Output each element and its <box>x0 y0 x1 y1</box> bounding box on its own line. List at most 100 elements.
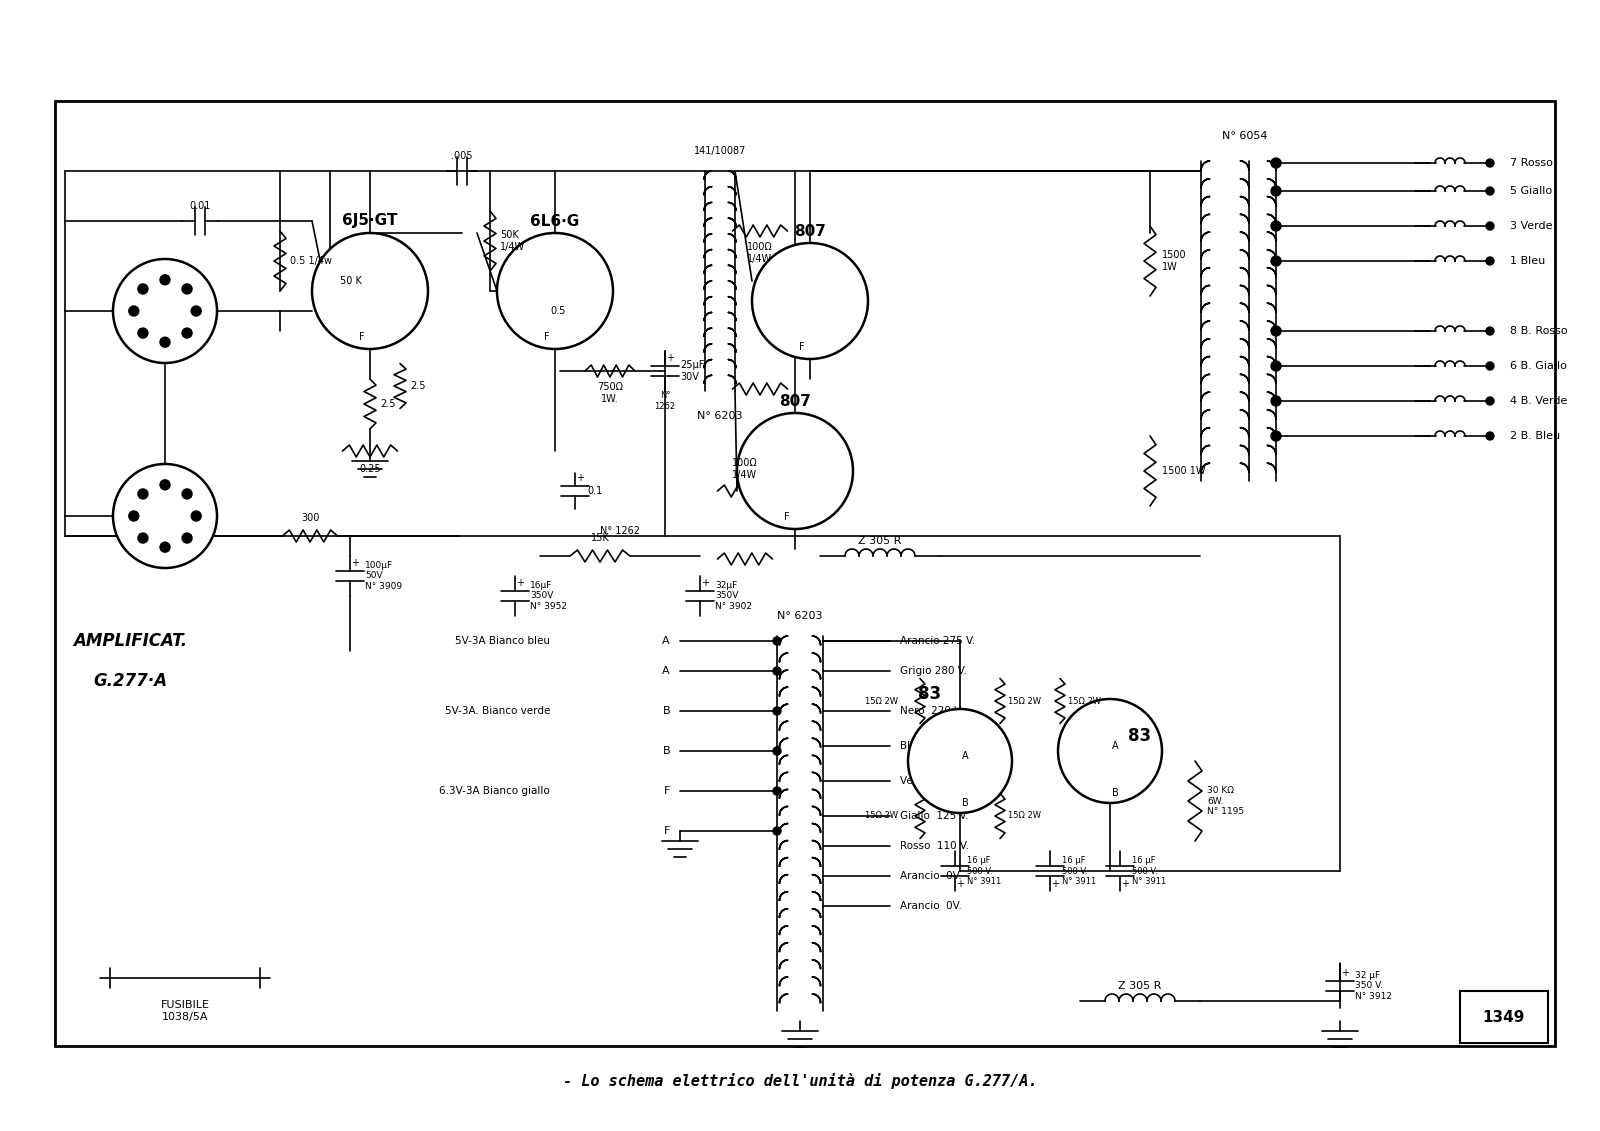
Circle shape <box>1270 361 1282 371</box>
Text: 4 B. Verde: 4 B. Verde <box>1510 396 1568 406</box>
Text: 750Ω
1W.: 750Ω 1W. <box>597 382 622 404</box>
Circle shape <box>192 511 202 521</box>
Text: B: B <box>962 798 968 808</box>
Text: +: + <box>957 879 963 889</box>
Circle shape <box>1486 222 1494 230</box>
Text: N° 1262: N° 1262 <box>600 526 640 536</box>
Text: 6J5·GT: 6J5·GT <box>342 214 398 228</box>
Text: 15Ω 2W: 15Ω 2W <box>1069 697 1101 706</box>
Text: 15Ω 2W: 15Ω 2W <box>866 697 898 706</box>
Text: 807: 807 <box>794 224 826 239</box>
Circle shape <box>752 243 867 359</box>
Text: Nero  220 V.: Nero 220 V. <box>899 706 963 716</box>
Circle shape <box>138 328 147 338</box>
Circle shape <box>773 637 781 645</box>
Circle shape <box>1270 431 1282 441</box>
Text: G.277·A: G.277·A <box>93 672 166 690</box>
Circle shape <box>773 667 781 675</box>
Text: 0.25: 0.25 <box>358 464 381 474</box>
Text: Grigio 280 V.: Grigio 280 V. <box>899 666 966 676</box>
Circle shape <box>128 511 139 521</box>
Circle shape <box>1270 221 1282 231</box>
Circle shape <box>1486 257 1494 265</box>
Text: Arancio  0V.: Arancio 0V. <box>899 871 962 881</box>
Circle shape <box>138 489 147 499</box>
Text: 32 μF
350 V.
N° 3912: 32 μF 350 V. N° 3912 <box>1355 972 1392 1001</box>
Circle shape <box>1270 185 1282 196</box>
Text: F: F <box>784 512 790 523</box>
Circle shape <box>738 413 853 529</box>
Text: 2.5: 2.5 <box>410 381 426 391</box>
Circle shape <box>909 709 1013 813</box>
Circle shape <box>1486 187 1494 195</box>
Circle shape <box>773 787 781 795</box>
Text: 2 B. Bleu: 2 B. Bleu <box>1510 431 1560 441</box>
Text: FUSIBILE
1038/5A: FUSIBILE 1038/5A <box>160 1000 210 1021</box>
Text: .005: .005 <box>451 152 472 161</box>
Circle shape <box>182 489 192 499</box>
Text: Arancio  0V.: Arancio 0V. <box>899 901 962 910</box>
Circle shape <box>1270 396 1282 406</box>
Text: F: F <box>544 333 550 342</box>
Circle shape <box>1270 326 1282 336</box>
Text: 30 KΩ
6W.
N° 1195: 30 KΩ 6W. N° 1195 <box>1206 786 1245 815</box>
Circle shape <box>160 542 170 552</box>
Circle shape <box>1270 158 1282 169</box>
Circle shape <box>182 284 192 294</box>
Circle shape <box>1486 327 1494 335</box>
Text: 1 Bleu: 1 Bleu <box>1510 256 1546 266</box>
Text: A: A <box>662 636 670 646</box>
Text: 32μF
350V
N° 3902: 32μF 350V N° 3902 <box>715 581 752 611</box>
Text: - Lo schema elettrico dell'unità di potenza G.277/A.: - Lo schema elettrico dell'unità di pote… <box>563 1073 1037 1089</box>
Text: 0.01: 0.01 <box>189 201 211 211</box>
Circle shape <box>128 307 139 316</box>
Text: 1349: 1349 <box>1483 1010 1525 1025</box>
Text: B: B <box>1112 788 1118 798</box>
Text: Giallo  125 V.: Giallo 125 V. <box>899 811 968 821</box>
Text: 5 Giallo: 5 Giallo <box>1510 185 1552 196</box>
Text: 0.5: 0.5 <box>550 307 565 316</box>
Text: F: F <box>664 786 670 796</box>
Circle shape <box>114 259 218 363</box>
Circle shape <box>160 275 170 285</box>
Text: 25μF
30V: 25μF 30V <box>680 360 704 382</box>
Text: 141/10087: 141/10087 <box>694 146 746 156</box>
Circle shape <box>138 533 147 543</box>
Text: 100Ω
1/4W: 100Ω 1/4W <box>747 242 773 264</box>
Text: F: F <box>358 333 365 342</box>
Circle shape <box>182 533 192 543</box>
Text: 83: 83 <box>918 685 941 703</box>
Text: N° 6203: N° 6203 <box>698 411 742 421</box>
Text: B: B <box>662 746 670 756</box>
Text: +: + <box>515 578 525 588</box>
Text: +: + <box>576 473 584 483</box>
Circle shape <box>1486 432 1494 440</box>
Text: 5V-3A. Bianco verde: 5V-3A. Bianco verde <box>445 706 550 716</box>
Text: 0.5 1/4w: 0.5 1/4w <box>290 256 333 266</box>
Text: 50 K: 50 K <box>339 276 362 286</box>
Circle shape <box>114 464 218 568</box>
Circle shape <box>1486 159 1494 167</box>
Circle shape <box>773 746 781 756</box>
Text: A: A <box>962 751 968 761</box>
Text: Verde 140 V.: Verde 140 V. <box>899 776 965 786</box>
Text: 6L6·G: 6L6·G <box>530 214 579 228</box>
Circle shape <box>312 233 429 349</box>
Circle shape <box>192 307 202 316</box>
Circle shape <box>1486 362 1494 370</box>
Text: 807: 807 <box>779 394 811 408</box>
Text: 15Ω 2W: 15Ω 2W <box>1008 697 1042 706</box>
Text: 300: 300 <box>301 513 318 523</box>
Text: A: A <box>662 666 670 676</box>
Text: Z 305 R: Z 305 R <box>858 536 902 546</box>
Text: 0.1: 0.1 <box>587 486 602 497</box>
Text: 100μF
50V
N° 3909: 100μF 50V N° 3909 <box>365 561 402 590</box>
Text: 100Ω
1/4W: 100Ω 1/4W <box>733 458 758 480</box>
Text: N° 6054: N° 6054 <box>1222 131 1267 141</box>
Text: 1500
1W: 1500 1W <box>1162 250 1187 271</box>
Circle shape <box>160 480 170 490</box>
Text: 3 Verde: 3 Verde <box>1510 221 1552 231</box>
Text: Arancio 275 V.: Arancio 275 V. <box>899 636 974 646</box>
Text: 15Ω 2W: 15Ω 2W <box>1008 812 1042 820</box>
Text: +: + <box>1122 879 1130 889</box>
